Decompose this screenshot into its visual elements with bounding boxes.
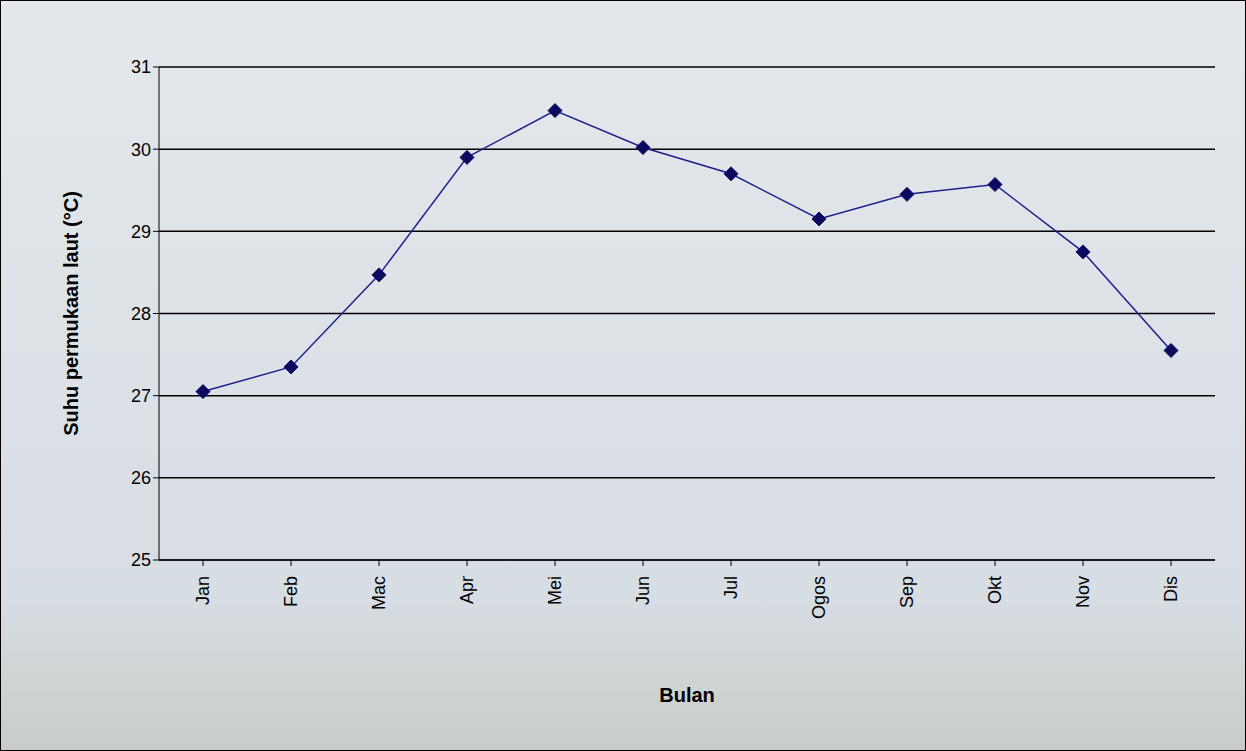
svg-text:Dis: Dis [1161,576,1181,602]
svg-text:Bulan: Bulan [659,684,715,706]
svg-text:Jan: Jan [193,576,213,605]
svg-text:31: 31 [131,57,151,77]
svg-text:30: 30 [131,140,151,160]
svg-text:Sep: Sep [897,576,917,608]
svg-text:26: 26 [131,468,151,488]
svg-text:27: 27 [131,386,151,406]
svg-text:Okt: Okt [985,576,1005,604]
svg-text:29: 29 [131,222,151,242]
svg-text:Mei: Mei [545,576,565,605]
svg-text:Feb: Feb [281,576,301,607]
svg-text:Suhu permukaan laut (°C): Suhu permukaan laut (°C) [60,191,82,436]
svg-text:Nov: Nov [1073,576,1093,608]
svg-text:Jun: Jun [633,576,653,605]
svg-text:Apr: Apr [457,576,477,604]
svg-text:Mac: Mac [369,576,389,610]
svg-text:Jul: Jul [721,576,741,599]
svg-text:25: 25 [131,550,151,570]
svg-text:28: 28 [131,304,151,324]
svg-text:Ogos: Ogos [809,576,829,619]
